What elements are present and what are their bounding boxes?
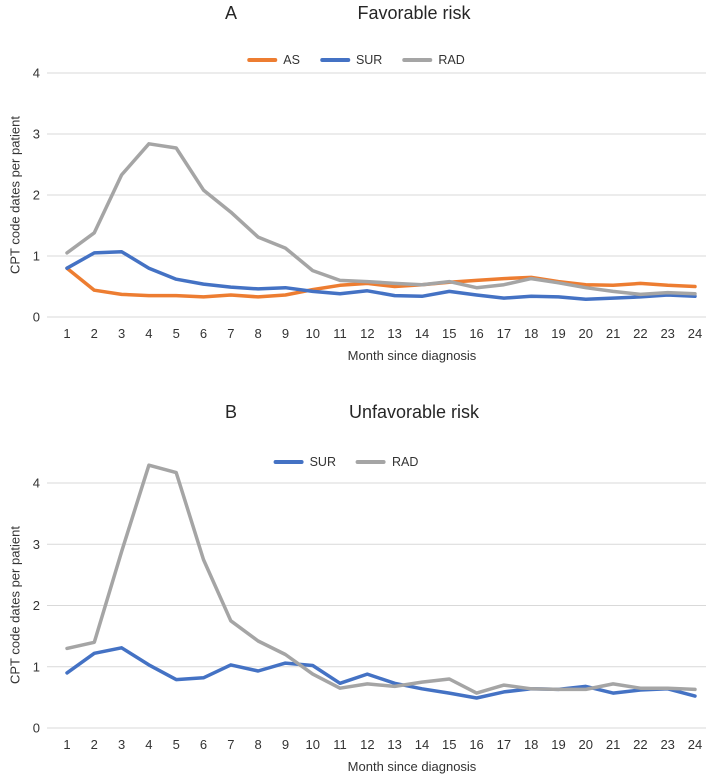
x-tick-label: 22 bbox=[633, 326, 647, 341]
legend-line-swatch bbox=[402, 58, 433, 62]
legend-item-rad: RAD bbox=[402, 53, 465, 67]
x-tick-label: 1 bbox=[63, 737, 70, 752]
x-tick-label: 4 bbox=[145, 737, 152, 752]
x-axis-title: Month since diagnosis bbox=[347, 759, 477, 774]
x-tick-label: 24 bbox=[688, 326, 702, 341]
x-tick-label: 11 bbox=[333, 326, 347, 341]
x-tick-label: 22 bbox=[633, 737, 647, 752]
legend-line-swatch bbox=[356, 460, 386, 464]
x-tick-label: 16 bbox=[469, 737, 483, 752]
series-line-sur bbox=[65, 249, 697, 302]
legend-line-swatch bbox=[247, 58, 278, 62]
y-tick-label: 2 bbox=[33, 598, 40, 613]
x-tick-label: 18 bbox=[524, 737, 538, 752]
x-tick-label: 24 bbox=[688, 737, 702, 752]
series-line-sur bbox=[65, 646, 697, 700]
y-tick-label: 1 bbox=[33, 659, 40, 674]
legend-item-rad: RAD bbox=[356, 455, 418, 469]
legend-line-swatch bbox=[273, 460, 304, 464]
x-tick-label: 15 bbox=[442, 737, 456, 752]
y-tick-label: 0 bbox=[33, 721, 40, 736]
x-tick-label: 6 bbox=[200, 326, 207, 341]
panel-title-favorable: Favorable risk bbox=[357, 3, 471, 23]
x-tick-label: 10 bbox=[306, 326, 320, 341]
y-tick-label: 4 bbox=[33, 476, 40, 491]
y-tick-label: 3 bbox=[33, 537, 40, 552]
x-tick-label: 4 bbox=[145, 326, 152, 341]
x-tick-label: 7 bbox=[227, 737, 234, 752]
x-tick-label: 19 bbox=[551, 737, 565, 752]
x-tick-label: 8 bbox=[255, 737, 262, 752]
x-tick-label: 9 bbox=[282, 326, 289, 341]
panel-title-unfavorable: Unfavorable risk bbox=[348, 402, 480, 422]
legend-item-sur: SUR bbox=[319, 53, 383, 67]
x-tick-label: 21 bbox=[606, 326, 620, 341]
legend-unfavorable: SUR RAD bbox=[273, 455, 418, 469]
legend-favorable: AS SUR RAD bbox=[247, 53, 465, 67]
x-tick-label: 2 bbox=[91, 737, 98, 752]
x-tick-label: 2 bbox=[91, 326, 98, 341]
legend-label: SUR bbox=[355, 53, 383, 67]
x-tick-label: 5 bbox=[173, 326, 180, 341]
x-tick-label: 1 bbox=[63, 326, 70, 341]
x-tick-label: 3 bbox=[118, 737, 125, 752]
x-tick-label: 11 bbox=[333, 737, 347, 752]
x-tick-label: 5 bbox=[173, 737, 180, 752]
series-line-rad bbox=[65, 142, 697, 297]
x-tick-label: 12 bbox=[360, 737, 374, 752]
x-tick-label: 21 bbox=[606, 737, 620, 752]
x-tick-label: 20 bbox=[579, 737, 593, 752]
y-tick-label: 0 bbox=[33, 310, 40, 325]
y-tick-label: 1 bbox=[33, 249, 40, 264]
series-line-as bbox=[65, 266, 697, 299]
x-tick-label: 19 bbox=[551, 326, 565, 341]
x-tick-label: 14 bbox=[415, 326, 429, 341]
y-tick-label: 4 bbox=[33, 66, 40, 81]
y-tick-label: 3 bbox=[33, 127, 40, 142]
x-tick-label: 14 bbox=[415, 737, 429, 752]
legend-item-as: AS bbox=[247, 53, 300, 67]
legend-label: RAD bbox=[438, 53, 465, 67]
panel-label-b: B bbox=[224, 402, 238, 422]
x-tick-label: 8 bbox=[255, 326, 262, 341]
x-tick-label: 23 bbox=[660, 326, 674, 341]
panel-label-a: A bbox=[224, 3, 238, 23]
x-tick-label: 6 bbox=[200, 737, 207, 752]
x-tick-label: 15 bbox=[442, 326, 456, 341]
x-tick-label: 13 bbox=[387, 737, 401, 752]
x-tick-label: 17 bbox=[497, 737, 511, 752]
x-tick-label: 18 bbox=[524, 326, 538, 341]
x-tick-label: 13 bbox=[387, 326, 401, 341]
x-tick-label: 12 bbox=[360, 326, 374, 341]
x-tick-label: 9 bbox=[282, 737, 289, 752]
x-tick-label: 16 bbox=[469, 326, 483, 341]
x-axis-title: Month since diagnosis bbox=[347, 348, 477, 363]
legend-label: SUR bbox=[309, 455, 336, 469]
x-tick-label: 23 bbox=[660, 737, 674, 752]
x-tick-label: 3 bbox=[118, 326, 125, 341]
panel-unfavorable-risk: B Unfavorable risk SUR RAD CPT code dates… bbox=[0, 390, 716, 781]
x-tick-label: 20 bbox=[579, 326, 593, 341]
series-line-rad bbox=[65, 463, 697, 695]
x-tick-label: 7 bbox=[227, 326, 234, 341]
y-tick-label: 2 bbox=[33, 188, 40, 203]
panel-favorable-risk: A Favorable risk AS SUR RAD CPT code dates… bbox=[0, 0, 716, 390]
x-tick-label: 17 bbox=[497, 326, 511, 341]
x-tick-label: 10 bbox=[306, 737, 320, 752]
legend-label: AS bbox=[283, 53, 300, 67]
legend-item-sur: SUR bbox=[273, 455, 336, 469]
legend-label: RAD bbox=[392, 455, 419, 469]
legend-line-swatch bbox=[319, 58, 350, 62]
